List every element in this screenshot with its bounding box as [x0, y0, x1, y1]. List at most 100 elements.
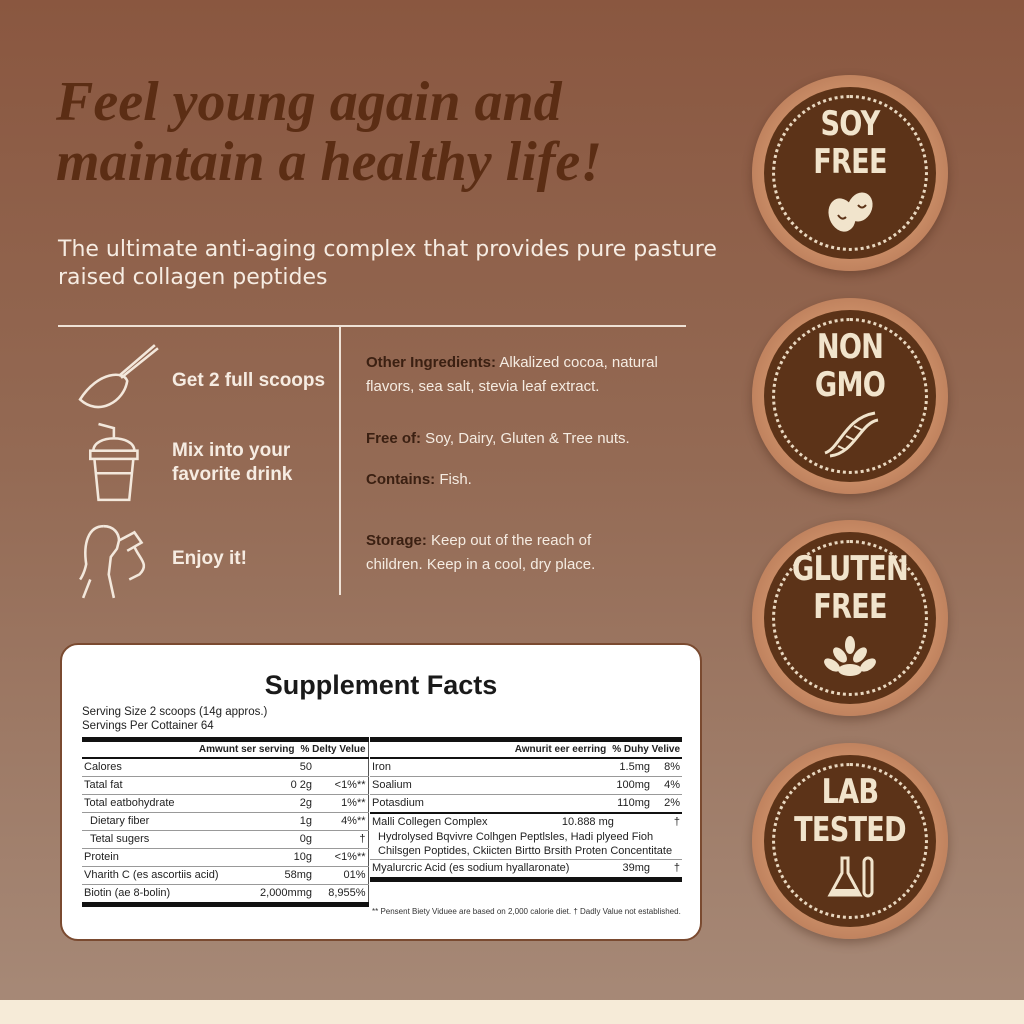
badge-label: SOY FREE [772, 105, 929, 181]
badge-text: LAB [821, 772, 880, 812]
nutrient-name: Potasdium [370, 794, 598, 813]
column-header: % Delty Velue [300, 743, 366, 755]
nutrient-amount: 0g [252, 830, 314, 849]
table-row: Dietary fiber 1g 4%** [82, 812, 369, 831]
nutrient-amount: 1g [252, 812, 314, 831]
nutrient-dv: <1%** [314, 848, 369, 867]
nutrient-name: Tatal fat [82, 776, 252, 795]
nutrient-amount: 110mg [598, 794, 652, 813]
nutrient-dv: 8% [652, 757, 683, 777]
step-label: Enjoy it! [172, 548, 247, 569]
badge-text: FREE [813, 587, 887, 627]
servings-per-container: Servings Per Cottainer 64 [82, 720, 214, 732]
badge-inner [764, 87, 936, 259]
divider-vertical [339, 327, 341, 595]
badge-label: NON GMO [772, 328, 929, 404]
table-row: Total eatbohydrate 2g 1%** [82, 794, 369, 813]
info-value: Keep out of the reach of children. Keep … [366, 532, 596, 573]
step-enjoy: Enjoy it! [78, 518, 332, 600]
table-row: Iron 1.5mg 8% [370, 757, 683, 777]
nutrient-amount: 0 2g [252, 776, 314, 795]
info-value: Soy, Dairy, Gluten & Tree nuts. [421, 430, 630, 447]
facts-table-left: Amwunt ser serving % Delty Velue Calores 50… [82, 737, 369, 907]
headline-line-2: maintain a healthy life! [56, 131, 603, 193]
step-label: Get 2 full scoops [172, 370, 326, 391]
badge-lab-tested: LAB TESTED [752, 743, 948, 939]
nutrient-dv: 4%** [314, 812, 369, 831]
info-key: Free of: [366, 430, 422, 447]
badge-text: GMO [814, 365, 886, 405]
serving-size: Serving Size 2 scoops (14g appros.) [82, 706, 268, 718]
step-label: Mix into your favorite drink [172, 440, 293, 485]
nutrient-name: Malli Collegen Complex [372, 815, 488, 828]
supplement-facts-card: Supplement Facts Serving Size 2 scoops (… [60, 643, 702, 941]
badge-soy-free: SOY FREE [752, 75, 948, 271]
badge-non-gmo: NON GMO [752, 298, 948, 494]
badge-inner [764, 755, 936, 927]
info-contains: Contains: Fish. [366, 468, 696, 492]
dna-icon [824, 411, 879, 458]
badge-text: SOY [820, 104, 880, 144]
headline: Feel young again and maintain a healthy l… [56, 72, 736, 192]
table-row: Myalurcric Acid (es sodium hyallaronate)… [370, 859, 683, 880]
nutrient-amount: 2g [252, 794, 314, 813]
nutrient-name: Calores [82, 757, 252, 777]
info-storage: Storage: Keep out of the reach of childr… [366, 529, 636, 577]
nutrient-dv [314, 757, 369, 777]
nutrient-name: Vharith C (es ascortiis acid) [82, 866, 252, 885]
badge-gluten-free: GLUTEN FREE [752, 520, 948, 716]
badge-dotted-ring [772, 763, 928, 919]
nutrient-name: Biotin (ae 8-bolin) [82, 884, 252, 905]
nutrient-amount: 100mg [598, 776, 652, 795]
badge-text: FREE [813, 142, 887, 182]
nutrient-name: Soalium [370, 776, 598, 795]
nutrient-name: Total eatbohydrate [82, 794, 252, 813]
complex-cell: Malli Collegen Complex 10.888 mg † Hydrolys… [370, 811, 683, 860]
info-key: Contains: [366, 471, 436, 488]
table-row: Malli Collegen Complex 10.888 mg † Hydrolys… [370, 811, 683, 860]
divider [58, 325, 686, 327]
badge-dotted-ring [772, 95, 928, 251]
complex-description: Hydrolysed Bqvivre Colhgen Peptlsles, Ha… [378, 830, 673, 857]
nutrient-name: Dietary fiber [82, 812, 252, 831]
subtitle: The ultimate anti-aging complex that pro… [58, 237, 717, 290]
column-header: Awnurit eer eerring [514, 743, 607, 755]
info-value: Alkalized cocoa, natural flavors, sea sa… [366, 354, 658, 395]
table-row: Calores 50 [82, 757, 369, 777]
nutrient-dv: 4% [652, 776, 683, 795]
table-row: Potasdium 110mg 2% [370, 794, 683, 813]
badge-dotted-ring [772, 540, 928, 696]
nutrient-dv: † [652, 859, 683, 880]
nutrient-amount: 39mg [598, 859, 652, 880]
nutrient-amount: 50 [252, 757, 314, 777]
scoop-icon [78, 344, 159, 409]
facts-table-right: Awnurit eer eerring % Duhy Velive Iron 1.5m… [370, 737, 683, 882]
nutrient-amount: 10.888 mg [561, 815, 614, 828]
cup-icon [89, 422, 139, 502]
nutrient-amount: 58mg [252, 866, 314, 885]
info-key: Other Ingredients: [366, 354, 497, 371]
nutrient-amount: 10g [252, 848, 314, 867]
nutrient-dv: <1%** [314, 776, 369, 795]
nutrient-name: Iron [370, 757, 598, 777]
step-scoop: Get 2 full scoops [78, 340, 332, 422]
nutrient-dv: † [673, 815, 681, 828]
info-key: Storage: [366, 532, 427, 549]
table-row: Biotin (ae 8-bolin) 2,000mmg 8,955% [82, 884, 369, 905]
badge-label: GLUTEN FREE [772, 550, 929, 626]
nutrient-dv: 2% [652, 794, 683, 813]
step-mix: Mix into your favorite drink [78, 422, 332, 504]
info-free-of: Free of: Soy, Dairy, Gluten & Tree nuts. [366, 427, 696, 451]
beans-icon [828, 192, 873, 232]
table-row: Tatal fat 0 2g <1%** [82, 776, 369, 795]
badge-label: LAB TESTED [772, 773, 929, 849]
nutrient-amount: 2,000mmg [252, 884, 314, 905]
wheat-icon [824, 636, 876, 676]
bottom-band [0, 1000, 1024, 1024]
nutrient-amount: 1.5mg [598, 757, 652, 777]
footnote: ** Pensent Biety Viduee are based on 2,0… [372, 907, 681, 916]
nutrient-name: Myalurcric Acid (es sodium hyallaronate) [370, 859, 598, 880]
column-header: Amwunt ser serving [198, 743, 295, 755]
nutrient-name: Protein [82, 848, 252, 867]
headline-line-1: Feel young again and [56, 71, 562, 133]
